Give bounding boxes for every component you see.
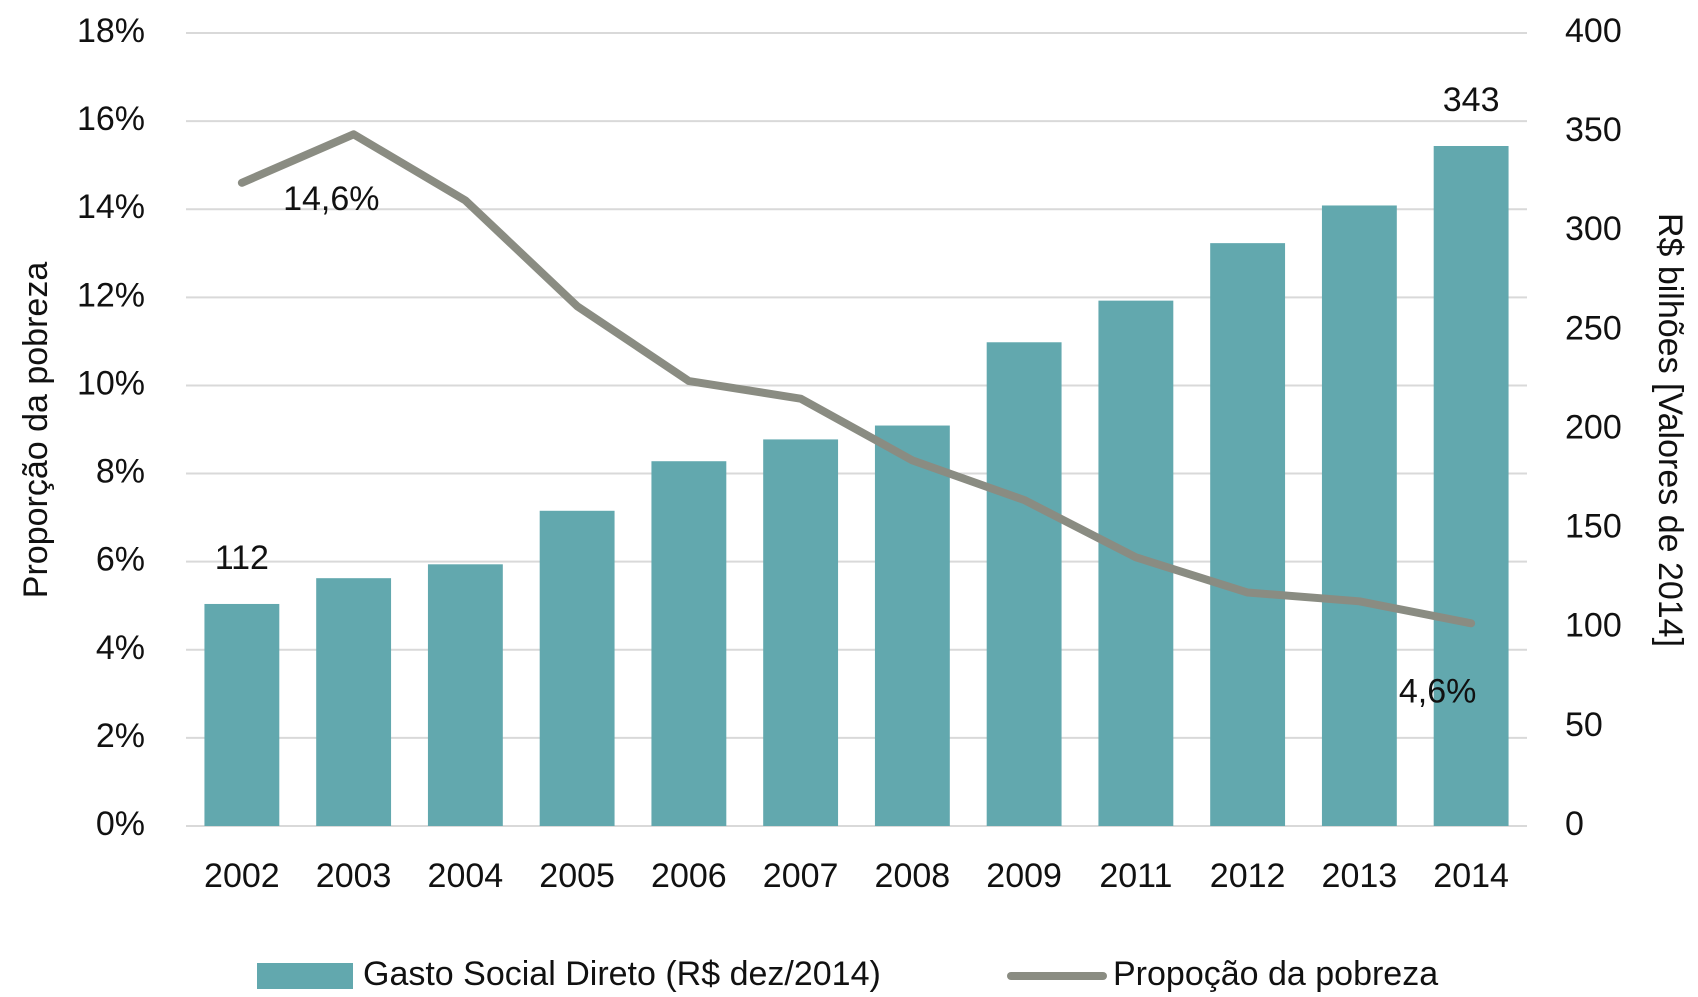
y2-tick-label: 100 (1565, 607, 1622, 645)
bar-value-label: 112 (215, 539, 269, 577)
legend-label: Gasto Social Direto (R$ dez/2014) (363, 955, 881, 993)
y2-tick-label: 150 (1565, 508, 1622, 546)
bar (874, 425, 950, 826)
legend-label: Propoção da pobreza (1113, 955, 1438, 993)
y2-tick-label: 350 (1565, 111, 1622, 149)
bar (986, 342, 1062, 826)
legend-swatch (257, 963, 353, 989)
x-tick-label: 2012 (1210, 857, 1286, 895)
y2-tick-label: 300 (1565, 210, 1622, 248)
bar-value-label: 343 (1443, 81, 1500, 119)
y-tick-label: 6% (96, 541, 145, 579)
bar (204, 603, 280, 826)
y-tick-label: 10% (77, 364, 145, 402)
x-tick-label: 2006 (651, 857, 727, 895)
y2-tick-label: 0 (1565, 805, 1584, 843)
x-tick-label: 2007 (763, 857, 839, 895)
bar (316, 578, 392, 826)
y2-tick-label: 250 (1565, 309, 1622, 347)
x-tick-label: 2013 (1322, 857, 1398, 895)
line-value-label: 14,6% (283, 180, 379, 218)
line-value-label: 4,6% (1399, 672, 1477, 710)
y-tick-label: 8% (96, 453, 145, 491)
bar (1433, 146, 1509, 826)
x-tick-label: 2004 (428, 857, 504, 895)
x-tick-label: 2005 (539, 857, 615, 895)
y-tick-label: 14% (77, 188, 145, 226)
y-axis-title: Proporção da pobreza (17, 262, 55, 599)
bar (427, 564, 503, 826)
y-tick-label: 12% (77, 276, 145, 314)
bar (651, 461, 727, 826)
bar (1321, 205, 1397, 827)
y-tick-label: 0% (96, 805, 145, 843)
y-tick-label: 18% (77, 12, 145, 50)
x-tick-label: 2011 (1099, 857, 1172, 895)
x-tick-label: 2009 (986, 857, 1062, 895)
y2-tick-label: 400 (1565, 12, 1622, 50)
x-tick-label: 2003 (316, 857, 392, 895)
bar (1210, 243, 1286, 826)
y2-axis-title: R$ bilhões [Valores de 2014] (1651, 213, 1689, 647)
y-tick-label: 16% (77, 100, 145, 138)
y2-tick-label: 50 (1565, 706, 1603, 744)
y2-tick-label: 200 (1565, 408, 1622, 446)
y-tick-label: 2% (96, 717, 145, 755)
y-tick-label: 4% (96, 629, 145, 667)
bar (763, 439, 839, 826)
x-tick-label: 2014 (1433, 857, 1509, 895)
bar (539, 510, 615, 826)
line (237, 130, 1476, 628)
x-tick-label: 2008 (875, 857, 951, 895)
x-tick-label: 2002 (204, 857, 280, 895)
